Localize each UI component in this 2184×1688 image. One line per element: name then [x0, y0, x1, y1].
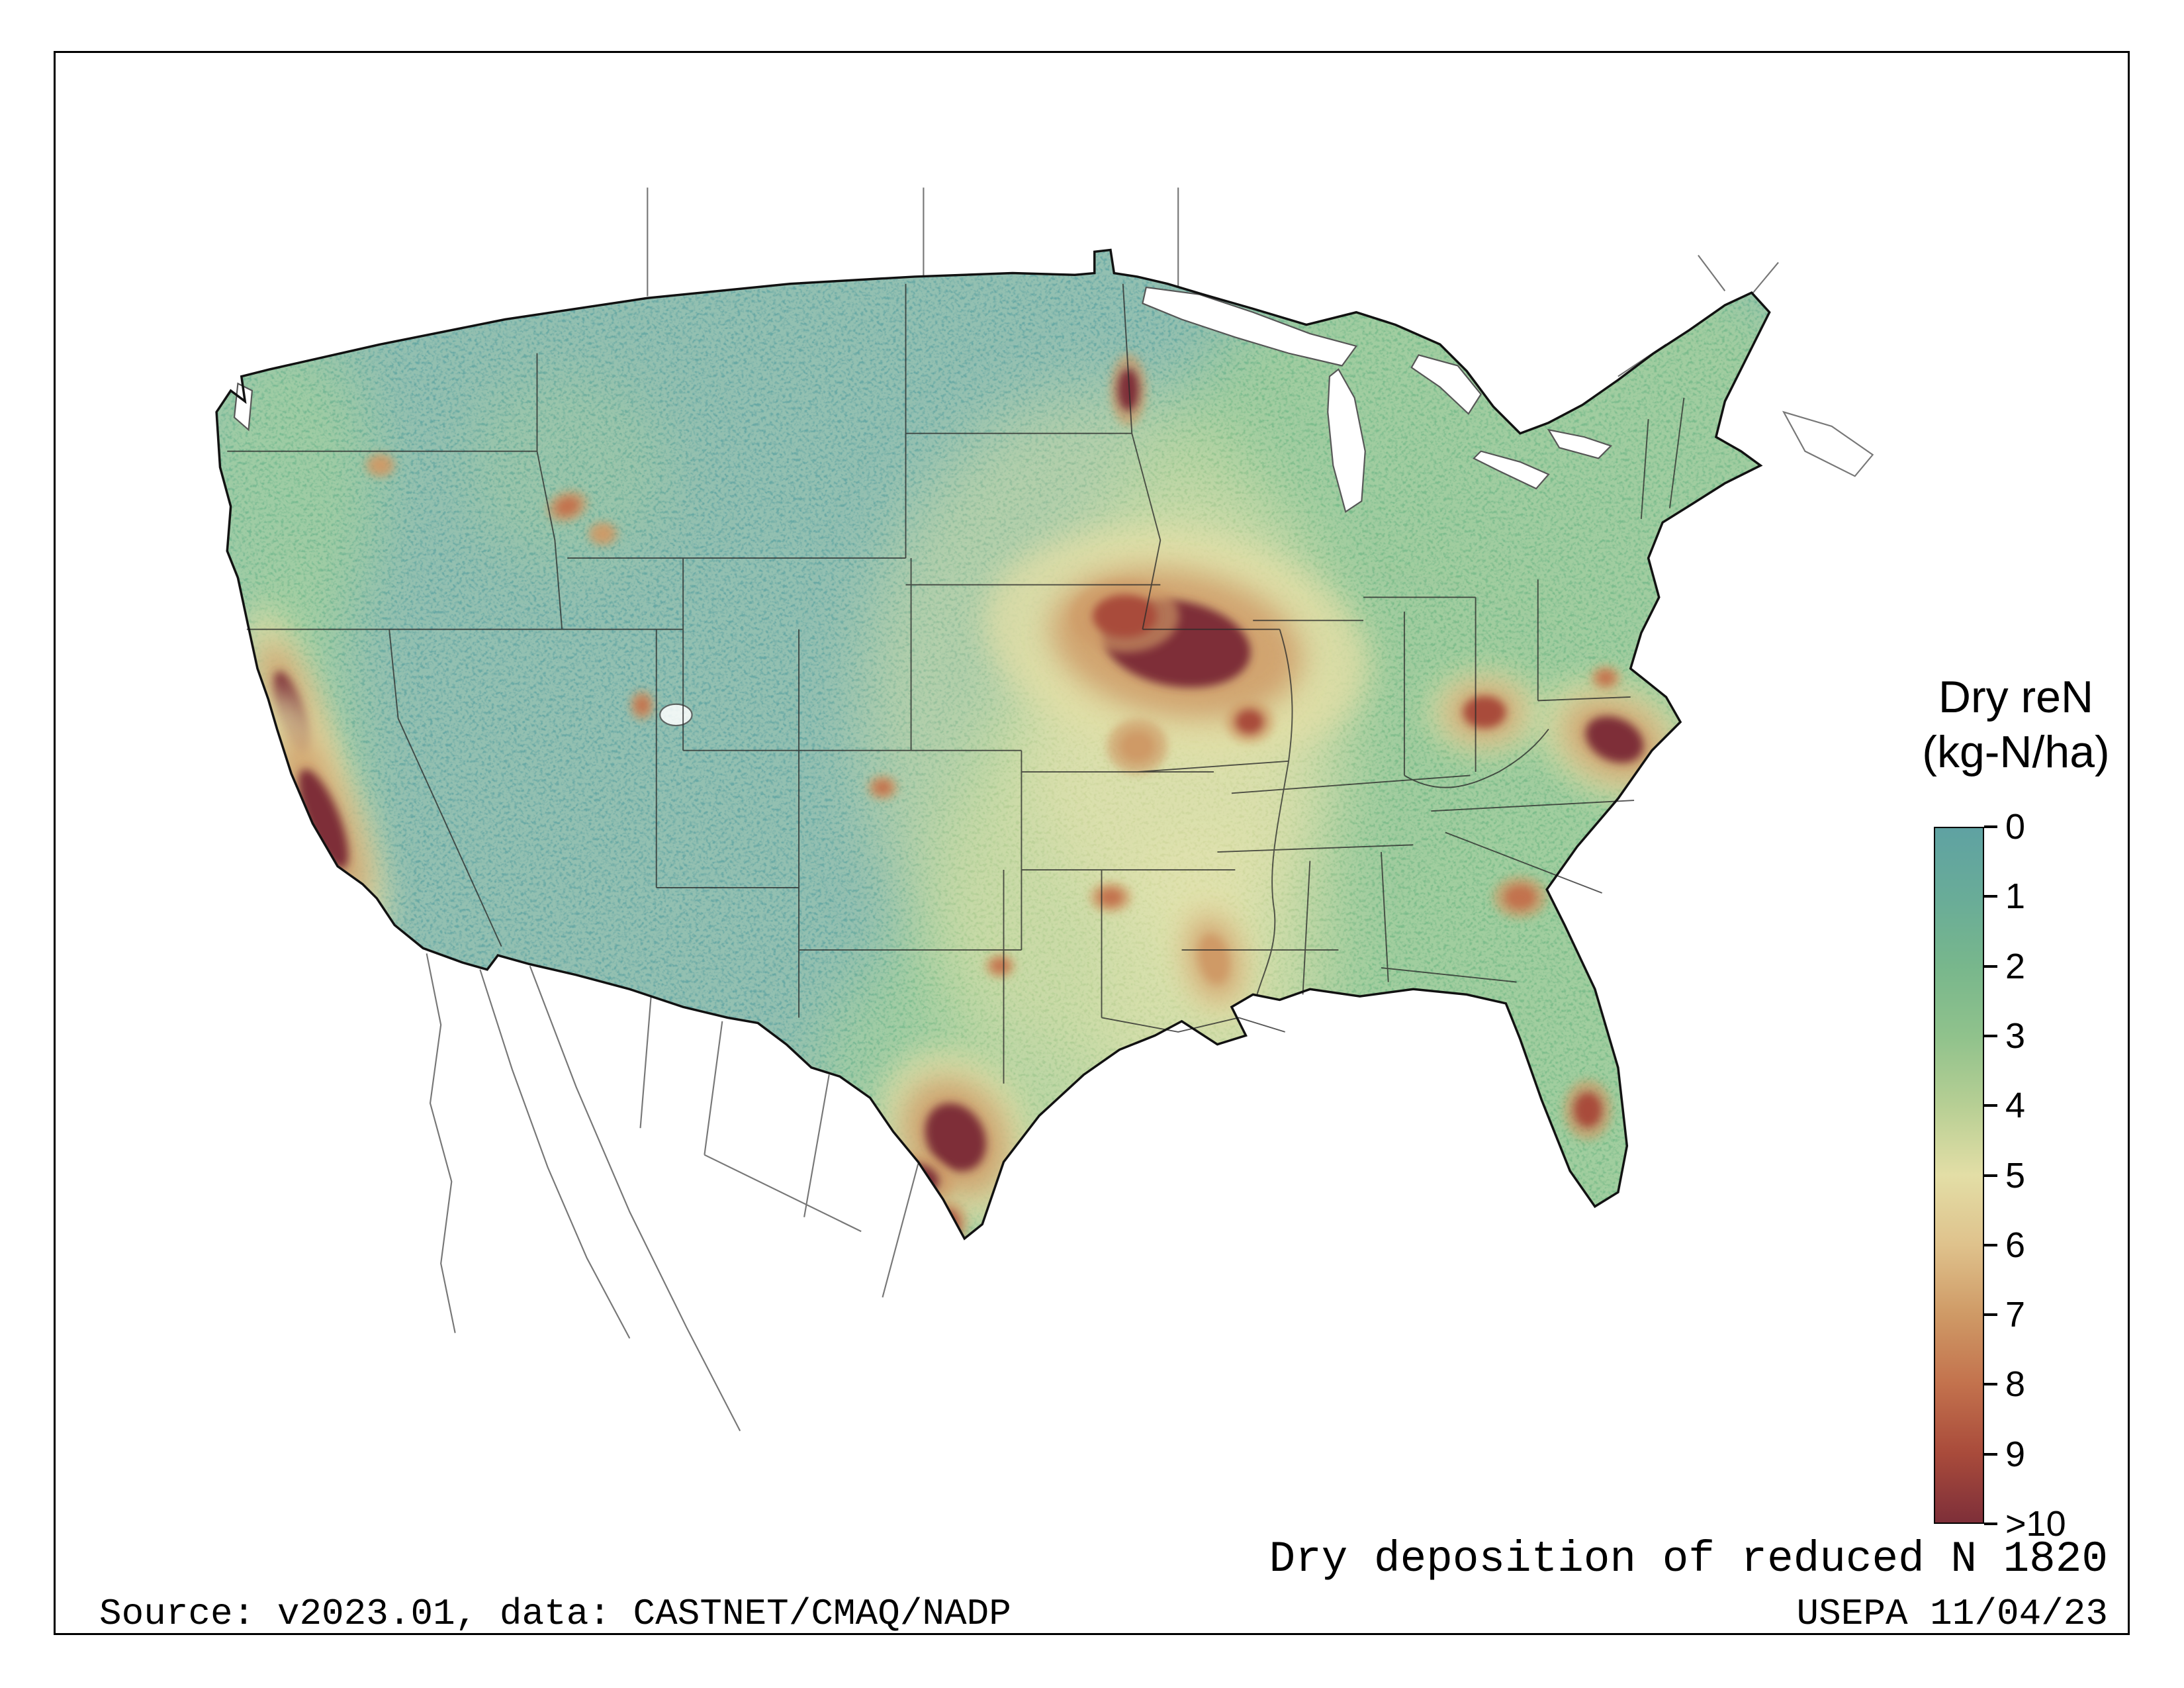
agency-date: USEPA 11/04/23 [1796, 1593, 2108, 1635]
colorbar-tick: 7 [1984, 1294, 2025, 1335]
colorbar-tick: 4 [1984, 1085, 2025, 1126]
hotspot [874, 780, 891, 795]
hotspot [1573, 1092, 1602, 1128]
tick-label: 1 [2005, 876, 2026, 917]
tick-label: 4 [2005, 1086, 2026, 1126]
colorbar-tick: 1 [1984, 876, 2025, 917]
hotspot [635, 696, 650, 714]
hotspot [1235, 709, 1264, 735]
tick-mark [1984, 1034, 1997, 1037]
state-borders [227, 283, 1685, 1084]
tick-mark [1984, 1452, 1997, 1456]
tick-label: 3 [2005, 1015, 2026, 1056]
colorbar-ticks: 0 1 2 3 4 5 6 7 8 9 >10 [1984, 807, 2143, 1544]
colorbar [1934, 827, 1984, 1524]
hotspot [1119, 730, 1156, 763]
hotspot [1596, 671, 1615, 685]
colorbar-tick: 8 [1984, 1364, 2025, 1405]
tick-label: 5 [2005, 1155, 2026, 1196]
hotspot [1117, 368, 1140, 412]
lake-superior [1142, 286, 1358, 367]
tick-label: 6 [2005, 1225, 2026, 1265]
lake-huron [1410, 354, 1482, 415]
hotspot [594, 526, 612, 541]
lake-erie [1473, 450, 1550, 490]
hotspot [555, 496, 580, 516]
source-note: Source: v2023.01, data: CASTNET/CMAQ/NAD… [99, 1593, 1011, 1635]
colorbar-tick: 5 [1984, 1155, 2025, 1196]
tick-mark [1984, 1383, 1997, 1386]
tick-label: 9 [2005, 1434, 2026, 1474]
colorbar-tick: 2 [1984, 946, 2025, 987]
colorbar-tick: 3 [1984, 1015, 2025, 1056]
colorbar-tick: 6 [1984, 1225, 2025, 1266]
hotspot [371, 457, 390, 473]
figure-border [54, 51, 2130, 1635]
colorbar-tick: 9 [1984, 1434, 2025, 1475]
tick-label: 2 [2005, 946, 2026, 986]
tick-mark [1984, 1313, 1997, 1317]
colorbar-tick: 0 [1984, 806, 2025, 847]
map-svg [215, 187, 1874, 1432]
legend-title-line2: (kg-N/ha) [1922, 726, 2110, 777]
hotspot [925, 1103, 986, 1172]
tick-mark [1984, 895, 1997, 898]
hotspot [298, 769, 349, 869]
tick-mark [1984, 1523, 1997, 1525]
hotspot [1585, 716, 1644, 763]
legend-title-line1: Dry reN [1938, 672, 2094, 722]
hotspot [991, 959, 1009, 973]
hotspot-layer [245, 353, 1690, 1239]
great-salt-lake [659, 703, 693, 727]
lake-michigan [1327, 368, 1366, 513]
tick-mark [1984, 1243, 1997, 1246]
tick-label: >10 [2005, 1504, 2066, 1544]
hotspot [1199, 934, 1229, 984]
tick-label: 7 [2005, 1295, 2026, 1335]
hotspot [1463, 696, 1506, 728]
great-lakes [233, 286, 1613, 727]
map-caption: Dry deposition of reduced N 1820 [1269, 1534, 2108, 1584]
colorbar-tick: >10 [1984, 1503, 2066, 1544]
lake-ontario [1547, 428, 1613, 459]
hotspot [1098, 888, 1123, 906]
legend-title: Dry reN (kg-N/ha) [1899, 670, 2132, 780]
tick-label: 0 [2005, 807, 2026, 847]
us-dry-deposition-map [113, 184, 1894, 1556]
hotspot [1504, 884, 1537, 910]
tick-mark [1984, 964, 1997, 968]
tick-mark [1984, 1174, 1997, 1177]
tick-mark [1984, 1104, 1997, 1107]
tick-mark [1984, 825, 1997, 828]
puget-sound [233, 382, 253, 432]
hotspot [1093, 594, 1157, 637]
tick-label: 8 [2005, 1364, 2026, 1405]
